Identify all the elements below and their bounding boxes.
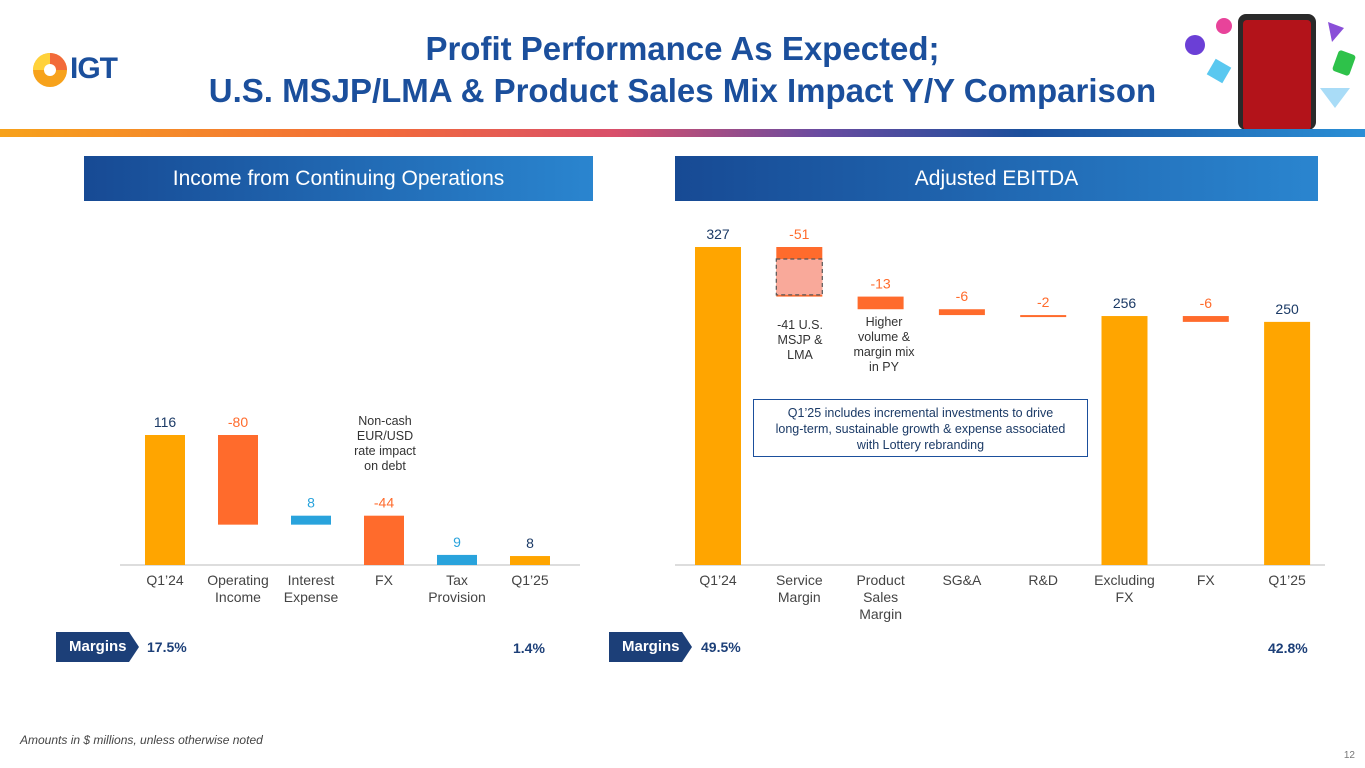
data-label: -6 <box>956 288 969 304</box>
data-label: -51 <box>789 226 809 242</box>
annotation-line: margin mix <box>853 345 915 359</box>
category-label: Product <box>856 572 904 588</box>
data-label: 250 <box>1275 301 1299 317</box>
logo-text: IGT <box>70 52 118 85</box>
category-label: FX <box>375 572 394 588</box>
waterfall-bar <box>218 435 258 525</box>
category-label: Margin <box>859 606 902 622</box>
annotation-line: in PY <box>869 360 899 374</box>
annotation-line: Non-cash <box>358 414 412 428</box>
gem-icon <box>1216 18 1232 34</box>
data-label: -13 <box>870 276 890 292</box>
left-margin-start: 17.5% <box>147 639 187 655</box>
annotation-line: volume & <box>857 330 911 344</box>
data-label: 327 <box>706 226 730 242</box>
waterfall-bar <box>364 515 404 565</box>
promo-illustration <box>1180 10 1365 130</box>
gem-icon <box>1328 22 1344 42</box>
category-label: Margin <box>778 589 821 605</box>
data-label: 8 <box>526 535 534 551</box>
annotation-line: LMA <box>787 348 813 362</box>
waterfall-bar <box>1101 316 1148 565</box>
left-margin-end: 1.4% <box>513 640 545 656</box>
category-label: Operating <box>207 572 268 588</box>
waterfall-bar <box>1264 321 1311 565</box>
data-label: 8 <box>307 495 315 511</box>
waterfall-bar <box>1182 316 1229 322</box>
right-margin-start: 49.5% <box>701 639 741 655</box>
title-line-2: U.S. MSJP/LMA & Product Sales Mix Impact… <box>208 72 1157 109</box>
ebitda-waterfall-chart: 327Q1’24-51ServiceMargin-13ProductSalesM… <box>675 226 1325 622</box>
callout-line: long-term, sustainable growth & expense … <box>775 422 1066 436</box>
right-margins-tag: Margins <box>609 632 692 662</box>
data-label: -6 <box>1200 295 1213 311</box>
igt-sun-icon <box>33 53 67 87</box>
annotation-line: MSJP & <box>777 333 823 347</box>
annotation-line: rate impact <box>354 444 416 458</box>
category-label: Q1’25 <box>1268 572 1306 588</box>
category-label: Excluding <box>1094 572 1155 588</box>
waterfall-bar <box>938 309 985 316</box>
category-label: Interest <box>288 572 335 588</box>
left-panel-heading: Income from Continuing Operations <box>84 156 593 201</box>
page-number: 12 <box>1343 750 1355 761</box>
header-stripe <box>0 129 1365 137</box>
waterfall-bar <box>1020 315 1067 318</box>
data-label: 116 <box>154 414 177 430</box>
waterfall-bar <box>510 556 550 565</box>
waterfall-bar <box>145 435 185 565</box>
waterfall-bar <box>857 296 904 310</box>
category-label: Q1’24 <box>699 572 737 588</box>
category-label: R&D <box>1028 572 1058 588</box>
waterfall-bar <box>291 515 331 525</box>
category-label: Q1’25 <box>511 572 549 588</box>
gem-icon <box>1320 88 1350 108</box>
callout-line: Q1’25 includes incremental investments t… <box>787 406 1054 420</box>
annotation-line: -41 U.S. <box>777 318 823 332</box>
fx-annotation: Non-cash EUR/USD rate impact on debt <box>346 414 424 474</box>
footnote: Amounts in $ millions, unless otherwise … <box>20 733 263 747</box>
waterfall-bar <box>695 247 741 565</box>
igt-logo <box>30 50 130 90</box>
callout-line: with Lottery rebranding <box>856 438 985 452</box>
gem-icon <box>1185 35 1205 55</box>
annotation-line: on debt <box>364 459 406 473</box>
data-label: 9 <box>453 534 461 550</box>
gem-icon <box>1332 50 1356 76</box>
category-label: Tax <box>446 572 468 588</box>
page-title: Profit Performance As Expected; U.S. MSJ… <box>0 28 1365 112</box>
right-margin-end: 42.8% <box>1268 640 1308 656</box>
right-panel-heading: Adjusted EBITDA <box>675 156 1318 201</box>
category-label: Provision <box>428 589 486 605</box>
data-label: -80 <box>228 414 248 430</box>
category-label: Service <box>776 572 823 588</box>
category-label: Q1’24 <box>146 572 184 588</box>
annotation-line: Higher <box>865 315 903 329</box>
category-label: FX <box>1116 589 1135 605</box>
data-label: 256 <box>1113 295 1137 311</box>
investment-callout: Q1’25 includes incremental investments t… <box>753 399 1088 457</box>
gem-icon <box>1206 58 1232 84</box>
category-label: Income <box>215 589 261 605</box>
msjp-annotation: -41 U.S. MSJP & LMA <box>768 318 832 363</box>
annotation-line: EUR/USD <box>356 429 414 443</box>
category-label: Expense <box>284 589 339 605</box>
title-line-1: Profit Performance As Expected; <box>425 30 940 67</box>
left-margins-tag: Margins <box>56 632 139 662</box>
sub-breakdown-bar <box>775 258 823 296</box>
waterfall-bar <box>437 554 477 565</box>
category-label: Sales <box>863 589 898 605</box>
category-label: SG&A <box>942 572 982 588</box>
data-label: -44 <box>374 495 394 511</box>
data-label: -2 <box>1037 294 1050 310</box>
category-label: FX <box>1197 572 1216 588</box>
mix-annotation: Higher volume & margin mix in PY <box>846 315 922 375</box>
